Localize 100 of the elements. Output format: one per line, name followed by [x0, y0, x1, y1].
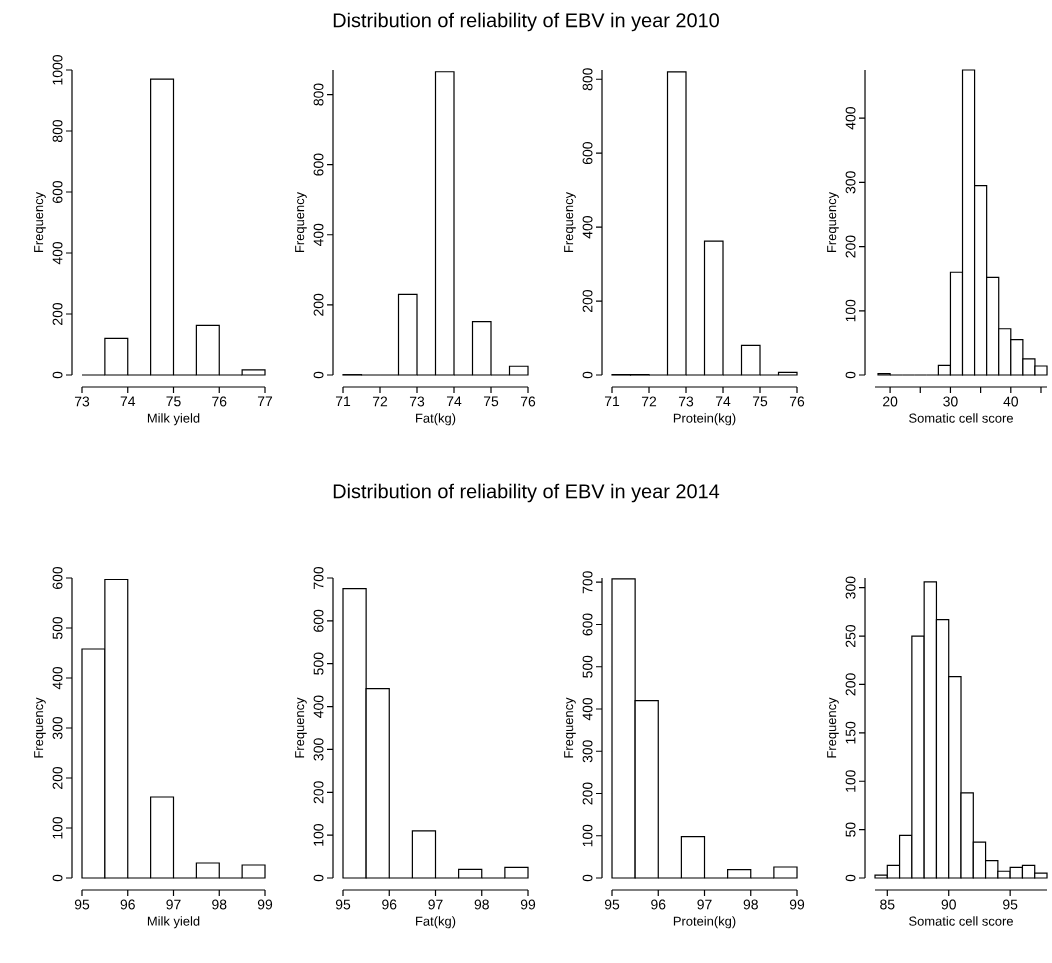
x-axis-title: Milk yield [147, 413, 200, 426]
x-tick-label: 40 [1003, 396, 1019, 407]
y-tick-label: 300 [582, 740, 593, 763]
x-tick-label: 74 [120, 396, 136, 407]
y-tick-label: 0 [52, 371, 63, 379]
x-tick-label: 98 [212, 899, 227, 910]
x-axis-title: Fat(kg) [416, 916, 456, 929]
x-tick-label: 95 [335, 899, 351, 910]
y-tick-label: 300 [313, 738, 324, 761]
y-tick-label: 800 [313, 83, 324, 106]
y-tick-label: 800 [52, 119, 63, 143]
y-tick-label: 600 [313, 153, 324, 176]
y-tick-label: 600 [52, 566, 63, 589]
x-tick-label: 77 [257, 396, 273, 407]
y-axis-title: Frequency [827, 191, 839, 253]
y-axis-title: Frequency [295, 191, 307, 253]
y-tick-label: 200 [845, 673, 856, 696]
y-tick-label: 1000 [52, 55, 63, 85]
x-tick-label: 96 [382, 899, 397, 910]
x-tick-label: 95 [1003, 899, 1018, 910]
y-tick-label: 200 [313, 781, 324, 804]
x-tick-label: 98 [743, 899, 758, 910]
y-tick-label: 700 [313, 566, 324, 589]
x-tick-label: 71 [604, 396, 620, 407]
y-tick-label: 300 [845, 171, 856, 194]
y-tick-label: 400 [313, 223, 324, 247]
y-axis-title: Frequency [827, 697, 839, 758]
y-tick-label: 200 [582, 289, 593, 312]
x-tick-label: 95 [604, 899, 620, 910]
y-tick-label: 400 [52, 241, 63, 265]
x-axis-title: Fat(kg) [416, 413, 456, 426]
x-tick-label: 75 [166, 396, 181, 407]
y-tick-label: 50 [845, 822, 856, 837]
x-tick-label: 99 [789, 899, 805, 910]
x-tick-label: 99 [520, 899, 536, 910]
y-axis-title: Frequency [564, 191, 576, 253]
y-tick-label: 400 [845, 107, 856, 130]
y-tick-label: 400 [313, 695, 324, 718]
y-tick-label: 500 [313, 652, 324, 675]
y-tick-label: 100 [845, 770, 856, 792]
y-tick-label: 100 [313, 824, 324, 846]
x-axis-title: Somatic cell score [909, 916, 1013, 926]
y-tick-label: 400 [52, 666, 63, 690]
x-tick-label: 90 [941, 899, 956, 910]
x-tick-label: 20 [883, 396, 898, 407]
y-tick-label: 400 [582, 216, 593, 239]
y-tick-label: 300 [52, 716, 63, 740]
y-tick-label: 500 [52, 616, 63, 640]
x-tick-label: 75 [483, 396, 499, 407]
x-tick-label: 76 [212, 396, 227, 407]
x-tick-label: 71 [335, 396, 351, 407]
y-tick-label: 0 [52, 874, 63, 882]
x-tick-label: 30 [943, 396, 958, 407]
x-tick-label: 97 [428, 899, 443, 910]
x-axis-title: Protein(kg) [673, 916, 736, 929]
y-tick-label: 200 [52, 302, 63, 325]
y-tick-label: 200 [845, 235, 856, 258]
y-tick-label: 600 [313, 609, 324, 632]
x-tick-label: 97 [166, 899, 181, 910]
y-axis-title: Frequency [34, 191, 46, 253]
x-tick-label: 96 [651, 899, 666, 910]
y-tick-label: 0 [313, 874, 324, 882]
x-tick-label: 74 [446, 396, 462, 407]
y-tick-label: 700 [582, 571, 593, 594]
x-tick-label: 72 [641, 396, 657, 407]
x-tick-label: 97 [697, 899, 712, 910]
y-axis-title: Frequency [295, 697, 307, 758]
y-tick-label: 0 [313, 371, 324, 379]
y-tick-label: 0 [845, 874, 856, 882]
text: Distribution of reliability of EBV in year 2014 [333, 483, 720, 503]
x-axis-title: Somatic cell score [909, 413, 1013, 423]
y-tick-label: 0 [582, 874, 593, 882]
y-tick-label: 600 [582, 142, 593, 165]
y-tick-label: 200 [582, 782, 593, 805]
y-tick-label: 400 [582, 697, 593, 721]
x-tick-label: 76 [789, 396, 805, 407]
x-tick-label: 96 [120, 899, 135, 910]
x-tick-label: 73 [678, 396, 694, 407]
x-tick-label: 73 [74, 396, 90, 407]
y-tick-label: 200 [313, 293, 324, 316]
x-axis-title: Milk yield [147, 916, 200, 929]
y-tick-label: 100 [845, 299, 856, 322]
x-tick-label: 98 [474, 899, 489, 910]
y-tick-label: 0 [582, 371, 593, 379]
y-axis-title: Frequency [564, 697, 576, 758]
x-tick-label: 75 [752, 396, 768, 407]
x-axis-title: Protein(kg) [673, 413, 736, 426]
x-tick-label: 74 [715, 396, 731, 407]
text: Distribution of reliability of EBV in year 2010 [333, 12, 719, 32]
y-tick-label: 600 [582, 613, 593, 636]
x-tick-label: 73 [409, 396, 425, 407]
x-tick-label: 85 [880, 899, 895, 910]
y-tick-label: 100 [52, 816, 63, 839]
x-tick-label: 72 [372, 396, 388, 407]
x-tick-label: 99 [257, 899, 273, 910]
y-tick-label: 150 [845, 721, 856, 744]
y-tick-label: 600 [52, 180, 63, 203]
y-tick-label: 500 [582, 655, 593, 678]
x-tick-label: 76 [520, 396, 536, 407]
y-tick-label: 800 [582, 68, 593, 91]
